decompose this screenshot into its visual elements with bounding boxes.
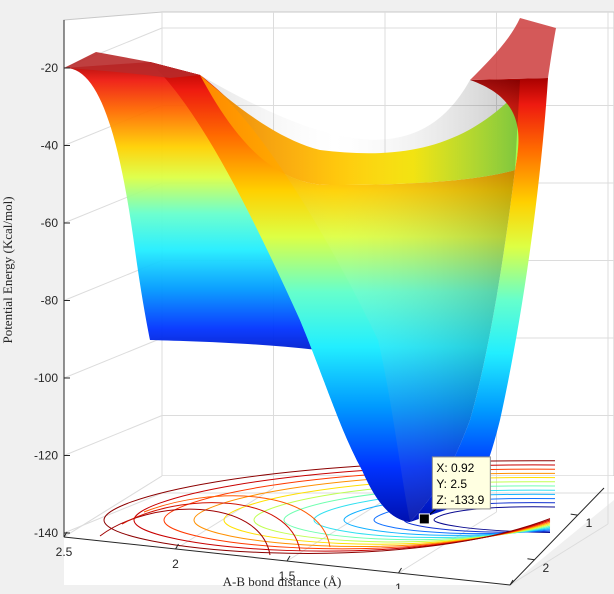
- surface-sheen: [150, 62, 520, 522]
- z-tick-label: -40: [41, 139, 59, 153]
- datatip-x-text: X: 0.92: [436, 461, 474, 475]
- y-tick-mark: [570, 513, 578, 516]
- z-axis-label: Potential Energy (Kcal/mol): [0, 196, 15, 343]
- z-tick-label: -20: [41, 61, 59, 75]
- contour-line: [121, 502, 301, 552]
- contour-line: [99, 508, 271, 556]
- x-tick-mark: [509, 579, 514, 586]
- x-tick-label: 2.5: [56, 545, 73, 559]
- x-tick-label: 1: [395, 581, 402, 589]
- x-tick-mark: [398, 567, 402, 574]
- z-gridline-side: [63, 337, 163, 379]
- contour-line: [193, 472, 556, 547]
- x-gridline-floor: [509, 523, 609, 586]
- datatip-box[interactable]: [431, 456, 491, 510]
- z-tick-labels: -20 -40 -60 -80 -100 -120 -140: [34, 61, 70, 540]
- contour-line: [103, 460, 556, 554]
- x-axis-label: A-B bond distance (Å): [223, 574, 342, 589]
- datatip[interactable]: X: 0.92 Y: 2.5 Z: -133.9: [418, 456, 491, 525]
- surface-left-top: [64, 52, 200, 78]
- z-tick-label: -80: [41, 294, 59, 308]
- y-tick-mark: [527, 558, 535, 561]
- datatip-z-text: Z: -133.9: [436, 493, 484, 507]
- z-tick-label: -60: [41, 216, 59, 230]
- surface-right-wall: [410, 78, 548, 522]
- x-gridline-floor: [63, 475, 163, 538]
- x-tick-label: 2: [172, 557, 179, 571]
- y-tick-labels: 12: [527, 513, 593, 575]
- x-tick-mark: [175, 543, 179, 550]
- z-tick-label: -140: [34, 526, 58, 540]
- x-tick-label: 1.5: [279, 569, 296, 583]
- contour-line: [163, 468, 556, 550]
- y-tick-label: 1: [586, 516, 593, 530]
- x-tick-mark: [63, 531, 68, 538]
- surface-right-top: [470, 18, 556, 80]
- datatip-y-text: Y: 2.5: [436, 477, 467, 491]
- contour-line: [133, 464, 556, 552]
- contour-line: [143, 495, 331, 548]
- z-tick-label: -120: [34, 449, 58, 463]
- x-tick-mark: [286, 555, 291, 562]
- z-tick-label: -100: [34, 371, 58, 385]
- y-tick-label: 2: [542, 561, 549, 575]
- datatip-marker[interactable]: [418, 513, 430, 525]
- z-gridline-side: [63, 415, 163, 456]
- energy-surface: [64, 18, 556, 522]
